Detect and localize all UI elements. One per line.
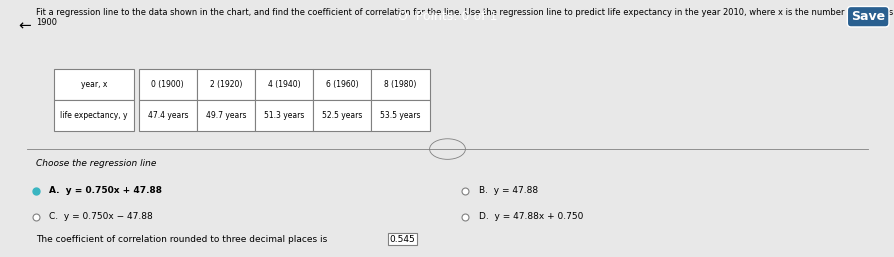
Text: 8 (1980): 8 (1980)	[384, 80, 417, 89]
FancyBboxPatch shape	[255, 100, 313, 131]
FancyBboxPatch shape	[255, 69, 313, 100]
Text: 53.5 years: 53.5 years	[380, 111, 420, 120]
FancyBboxPatch shape	[54, 100, 134, 131]
Text: 49.7 years: 49.7 years	[206, 111, 246, 120]
Text: 47.4 years: 47.4 years	[148, 111, 188, 120]
FancyBboxPatch shape	[197, 100, 255, 131]
FancyBboxPatch shape	[313, 69, 371, 100]
FancyBboxPatch shape	[197, 69, 255, 100]
FancyBboxPatch shape	[371, 100, 429, 131]
Text: 2 (1920): 2 (1920)	[209, 80, 242, 89]
Text: 52.5 years: 52.5 years	[322, 111, 362, 120]
Text: life expectancy, y: life expectancy, y	[60, 111, 128, 120]
Text: 0.545: 0.545	[389, 234, 415, 244]
Text: 0 (1900): 0 (1900)	[151, 80, 184, 89]
Text: 51.3 years: 51.3 years	[264, 111, 304, 120]
Text: A.  y = 0.750x + 47.88: A. y = 0.750x + 47.88	[49, 186, 162, 195]
FancyBboxPatch shape	[54, 69, 134, 100]
Text: B.  y = 47.88: B. y = 47.88	[478, 186, 537, 195]
Text: 6 (1960): 6 (1960)	[325, 80, 358, 89]
Text: The coefficient of correlation rounded to three decimal places is: The coefficient of correlation rounded t…	[36, 234, 326, 244]
Text: C.  y = 0.750x − 47.88: C. y = 0.750x − 47.88	[49, 212, 153, 221]
Text: O  Points: 0 of 1: O Points: 0 of 1	[397, 10, 497, 23]
Text: Fit a regression line to the data shown in the chart, and find the coefficient o: Fit a regression line to the data shown …	[36, 8, 894, 27]
Text: year, x: year, x	[80, 80, 107, 89]
FancyBboxPatch shape	[139, 69, 197, 100]
Ellipse shape	[429, 139, 465, 159]
Text: 4 (1940): 4 (1940)	[267, 80, 300, 89]
FancyBboxPatch shape	[313, 100, 371, 131]
FancyBboxPatch shape	[371, 69, 429, 100]
Text: ←: ←	[18, 18, 30, 33]
Text: Save: Save	[850, 10, 884, 23]
Text: D.  y = 47.88x + 0.750: D. y = 47.88x + 0.750	[478, 212, 583, 221]
Text: Choose the regression line: Choose the regression line	[36, 159, 156, 168]
FancyBboxPatch shape	[139, 100, 197, 131]
